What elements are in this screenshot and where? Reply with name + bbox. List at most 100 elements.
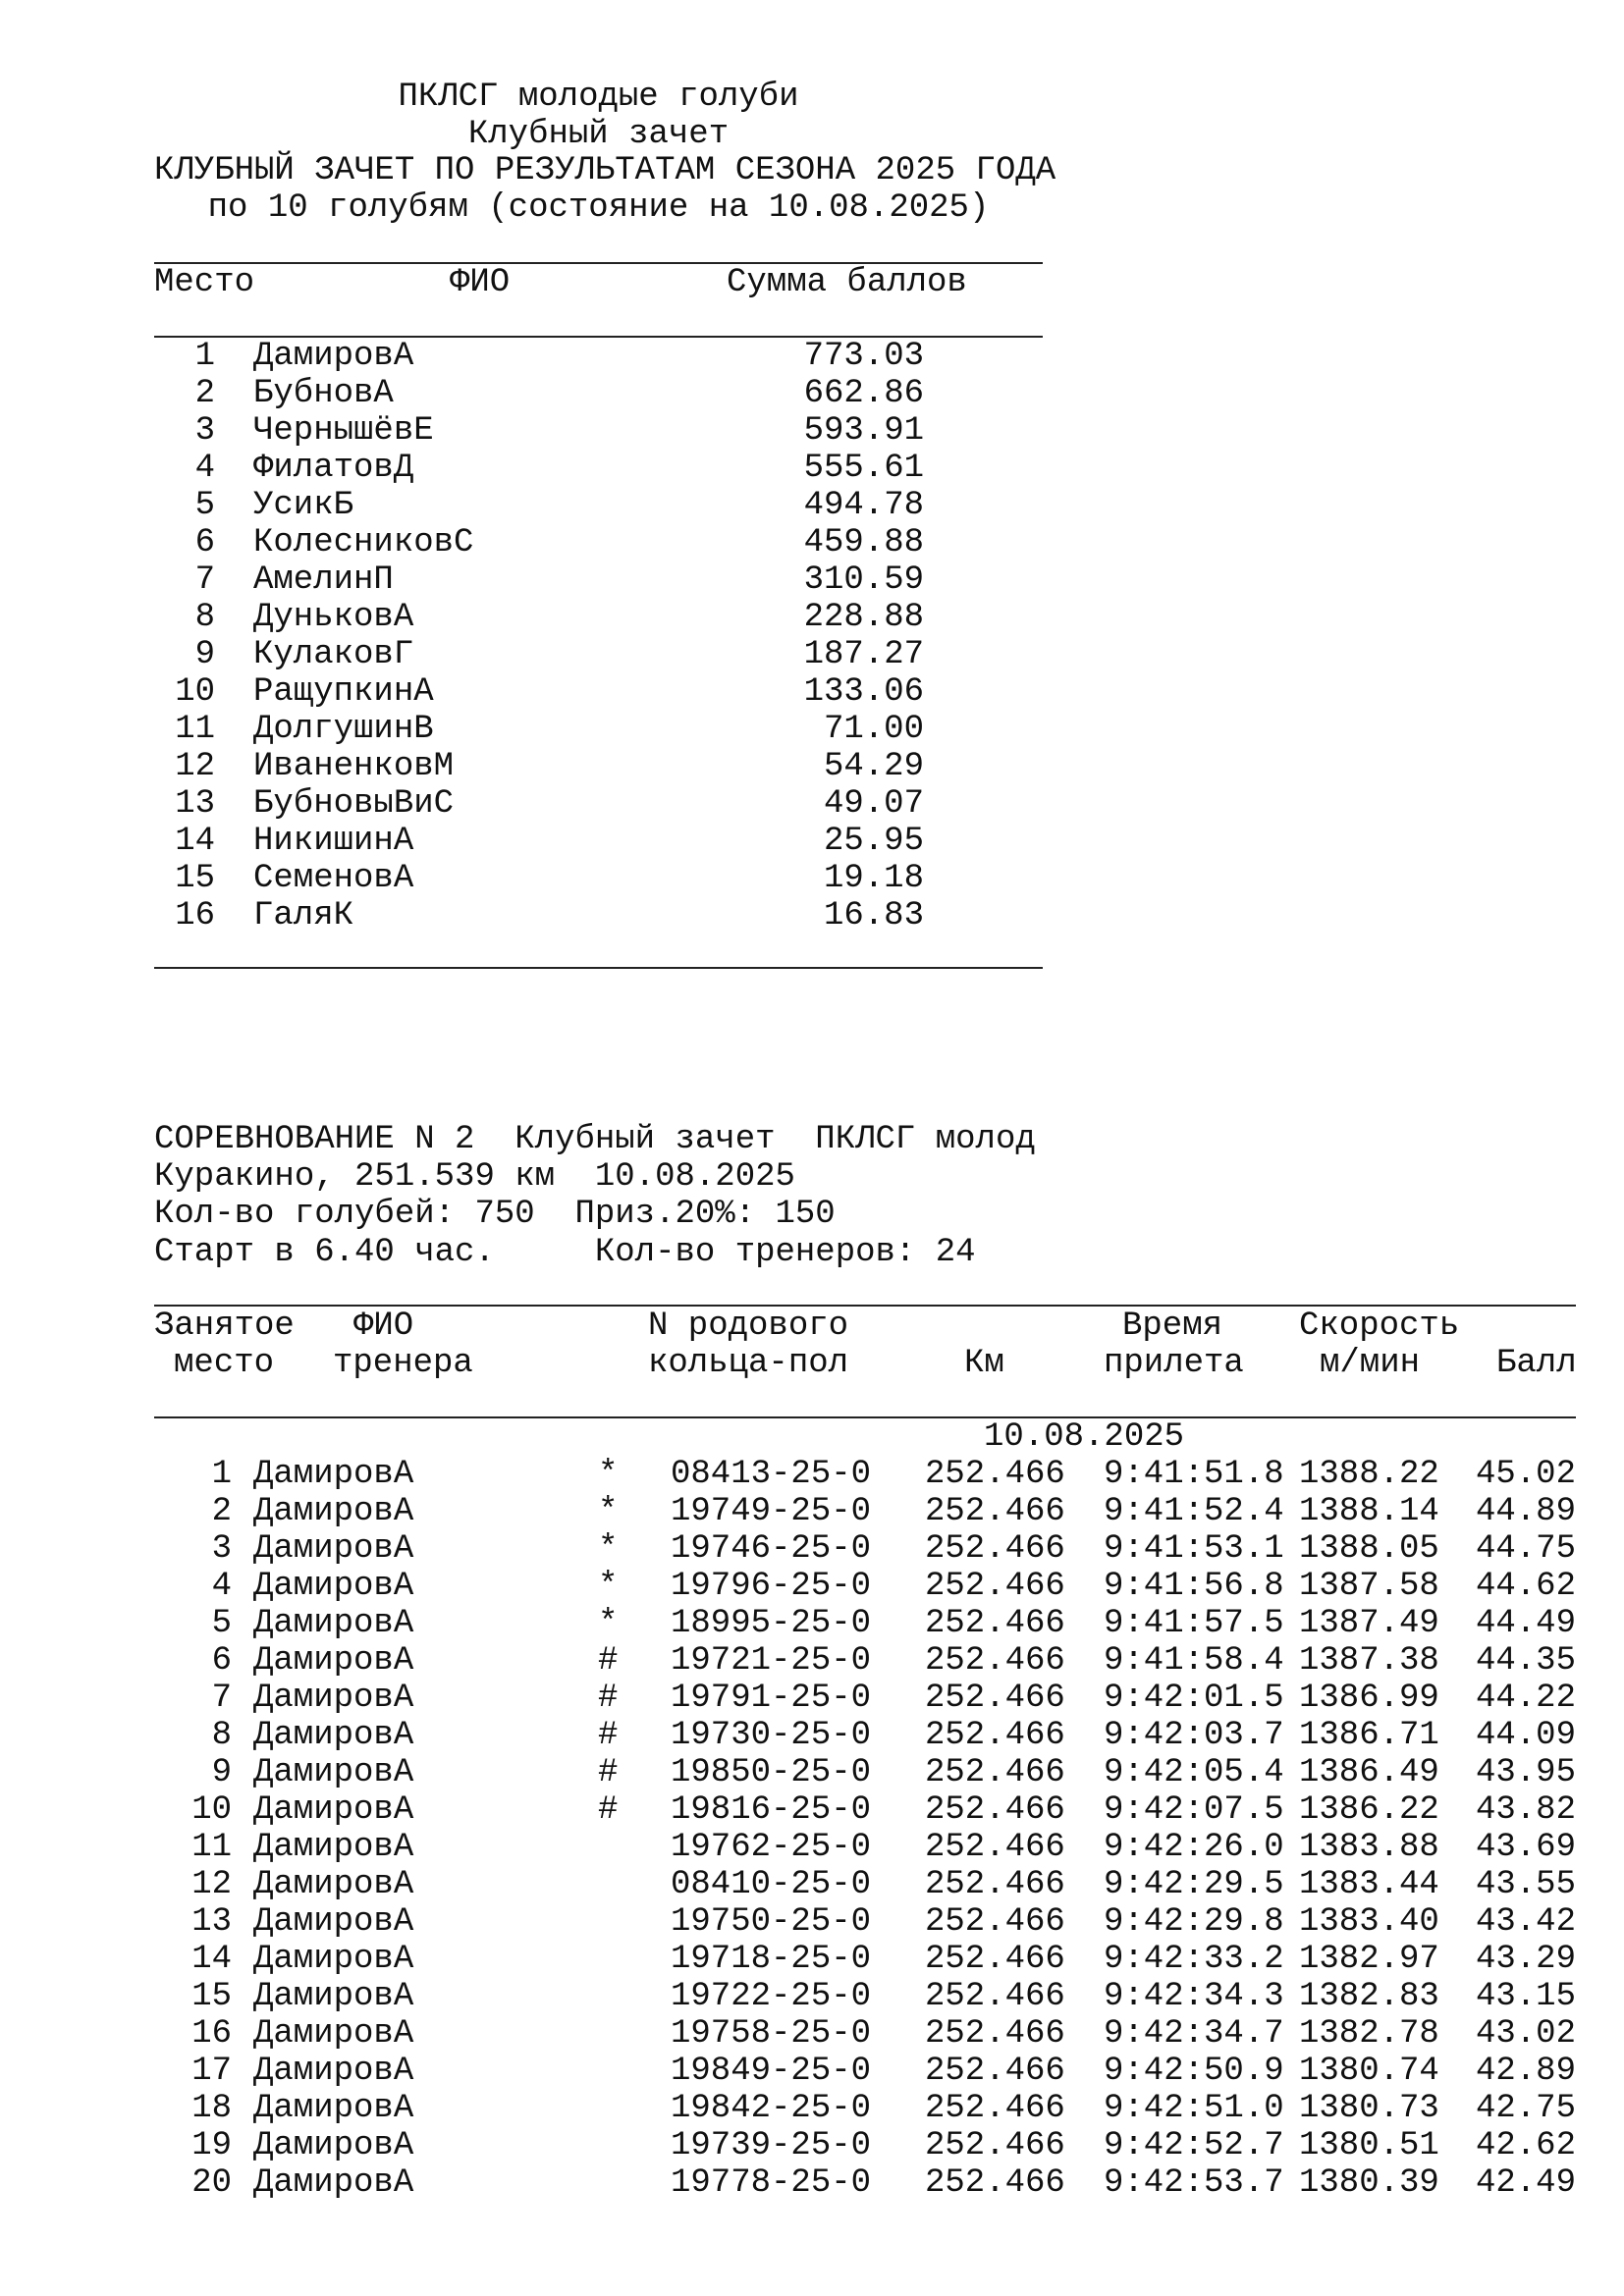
row-name: ДамировА — [253, 1903, 414, 1941]
row-time: 9:41:56.8 — [1104, 1568, 1284, 1605]
row-place: 4 — [194, 450, 215, 487]
row-km: 252.466 — [925, 1717, 1065, 1754]
header-score: Балл — [1496, 1345, 1577, 1382]
row-place: 5 — [211, 1605, 232, 1642]
row-speed: 1382.78 — [1299, 2015, 1439, 2053]
row-ring: 19842-25-0 — [671, 2090, 872, 2127]
row-score: 45.02 — [1475, 1456, 1576, 1493]
row-name: ФилатовД — [253, 450, 414, 487]
row-speed: 1386.99 — [1299, 1680, 1439, 1717]
row-ring: 19750-25-0 — [671, 1903, 872, 1941]
row-total: 71.00 — [823, 711, 924, 748]
row-name: ДамировА — [253, 2127, 414, 2164]
row-name: ДамировА — [253, 1568, 414, 1605]
row-score: 43.02 — [1475, 2015, 1576, 2053]
row-place: 17 — [191, 2053, 232, 2090]
row-name: ДамировА — [253, 2164, 414, 2202]
row-speed: 1388.05 — [1299, 1530, 1439, 1568]
row-time: 9:42:33.2 — [1104, 1941, 1284, 1978]
row-speed: 1383.88 — [1299, 1829, 1439, 1866]
standings-note: по 10 голубям (состояние на 10.08.2025) — [207, 189, 990, 227]
header-speed: Скорость — [1299, 1308, 1460, 1345]
row-time: 9:42:29.5 — [1104, 1866, 1284, 1903]
row-place: 4 — [211, 1568, 232, 1605]
row-place: 11 — [175, 711, 215, 748]
row-score: 44.75 — [1475, 1530, 1576, 1568]
row-ring: 19762-25-0 — [671, 1829, 872, 1866]
row-place: 2 — [211, 1493, 232, 1530]
row-ring: 19730-25-0 — [671, 1717, 872, 1754]
divider — [154, 1305, 1576, 1307]
row-total: 49.07 — [823, 785, 924, 823]
row-place: 16 — [191, 2015, 232, 2053]
row-mark: * — [598, 1456, 619, 1493]
row-time: 9:41:58.4 — [1104, 1642, 1284, 1680]
row-speed: 1383.40 — [1299, 1903, 1439, 1941]
row-ring: 19816-25-0 — [671, 1791, 872, 1829]
row-total: 773.03 — [803, 338, 924, 375]
row-speed: 1388.14 — [1299, 1493, 1439, 1530]
row-score: 43.95 — [1475, 1754, 1576, 1791]
row-name: ДамировА — [253, 338, 414, 375]
row-time: 9:42:34.3 — [1104, 1978, 1284, 2015]
row-ring: 19746-25-0 — [671, 1530, 872, 1568]
row-name: ДамировА — [253, 1530, 414, 1568]
row-place: 8 — [211, 1717, 232, 1754]
row-name: ДамировА — [253, 1493, 414, 1530]
row-score: 43.55 — [1475, 1866, 1576, 1903]
row-ring: 19796-25-0 — [671, 1568, 872, 1605]
row-mark: # — [598, 1680, 619, 1717]
row-km: 252.466 — [925, 2090, 1065, 2127]
row-ring: 19749-25-0 — [671, 1493, 872, 1530]
row-total: 494.78 — [803, 487, 924, 524]
row-time: 9:41:51.8 — [1104, 1456, 1284, 1493]
row-mark: # — [598, 1642, 619, 1680]
row-place: 11 — [191, 1829, 232, 1866]
divider — [154, 262, 1043, 264]
row-score: 44.09 — [1475, 1717, 1576, 1754]
row-score: 44.22 — [1475, 1680, 1576, 1717]
row-ring: 19721-25-0 — [671, 1642, 872, 1680]
row-place: 7 — [194, 561, 215, 599]
competition-location: Куракино, 251.539 км 10.08.2025 — [154, 1158, 795, 1196]
row-time: 9:42:50.9 — [1104, 2053, 1284, 2090]
row-total: 19.18 — [823, 860, 924, 897]
row-name: ДамировА — [253, 1642, 414, 1680]
row-km: 252.466 — [925, 1829, 1065, 1866]
row-mark: * — [598, 1530, 619, 1568]
row-place: 3 — [194, 412, 215, 450]
row-score: 43.42 — [1475, 1903, 1576, 1941]
row-time: 9:41:52.4 — [1104, 1493, 1284, 1530]
header-speed: м/мин — [1320, 1345, 1421, 1382]
row-place: 18 — [191, 2090, 232, 2127]
header-name: тренера — [333, 1345, 473, 1382]
row-time: 9:42:52.7 — [1104, 2127, 1284, 2164]
row-place: 13 — [175, 785, 215, 823]
row-score: 43.69 — [1475, 1829, 1576, 1866]
row-name: ДолгушинВ — [253, 711, 434, 748]
row-name: БубновА — [253, 375, 394, 412]
row-place: 12 — [191, 1866, 232, 1903]
row-km: 252.466 — [925, 1642, 1065, 1680]
row-km: 252.466 — [925, 2015, 1065, 2053]
header-time: прилета — [1104, 1345, 1244, 1382]
row-speed: 1383.44 — [1299, 1866, 1439, 1903]
row-place: 14 — [175, 823, 215, 860]
row-name: ДамировА — [253, 1978, 414, 2015]
row-speed: 1380.39 — [1299, 2164, 1439, 2202]
row-ring: 19739-25-0 — [671, 2127, 872, 2164]
header-ring: N родового — [648, 1308, 849, 1345]
row-name: ДамировА — [253, 1829, 414, 1866]
row-total: 228.88 — [803, 599, 924, 636]
row-ring: 08413-25-0 — [671, 1456, 872, 1493]
row-place: 13 — [191, 1903, 232, 1941]
competition-start: Старт в 6.40 час. Кол-во тренеров: 24 — [154, 1234, 976, 1271]
row-ring: 19850-25-0 — [671, 1754, 872, 1791]
row-name: ДамировА — [253, 1866, 414, 1903]
row-name: КолесниковС — [253, 524, 474, 561]
row-name: УсикБ — [253, 487, 354, 524]
row-place: 16 — [175, 897, 215, 934]
row-km: 252.466 — [925, 1493, 1065, 1530]
row-name: ДамировА — [253, 2090, 414, 2127]
row-total: 25.95 — [823, 823, 924, 860]
